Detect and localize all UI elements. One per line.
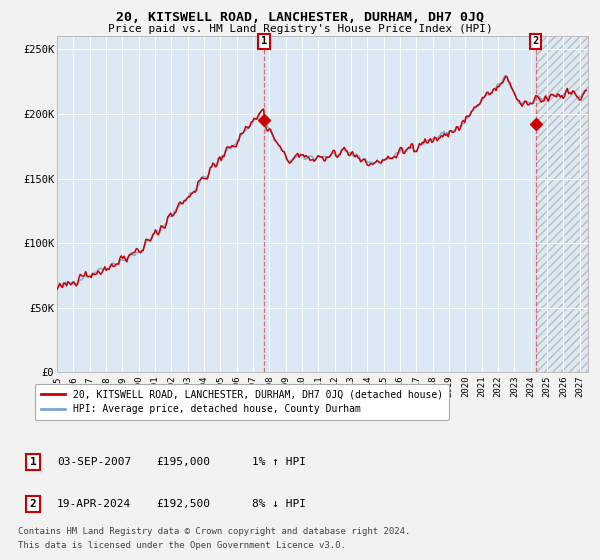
- Text: 03-SEP-2007: 03-SEP-2007: [57, 457, 131, 467]
- Bar: [536, 36, 588, 372]
- Text: 1: 1: [261, 36, 267, 46]
- Text: 1: 1: [29, 457, 37, 467]
- Text: Price paid vs. HM Land Registry's House Price Index (HPI): Price paid vs. HM Land Registry's House …: [107, 24, 493, 34]
- Text: £195,000: £195,000: [156, 457, 210, 467]
- Bar: [536, 36, 588, 372]
- Text: 2: 2: [533, 36, 539, 46]
- Text: 2: 2: [29, 499, 37, 509]
- Text: Contains HM Land Registry data © Crown copyright and database right 2024.: Contains HM Land Registry data © Crown c…: [18, 528, 410, 536]
- Text: £192,500: £192,500: [156, 499, 210, 509]
- Text: 1% ↑ HPI: 1% ↑ HPI: [252, 457, 306, 467]
- Text: 19-APR-2024: 19-APR-2024: [57, 499, 131, 509]
- Text: 8% ↓ HPI: 8% ↓ HPI: [252, 499, 306, 509]
- Legend: 20, KITSWELL ROAD, LANCHESTER, DURHAM, DH7 0JQ (detached house), HPI: Average pr: 20, KITSWELL ROAD, LANCHESTER, DURHAM, D…: [35, 384, 449, 420]
- Text: 20, KITSWELL ROAD, LANCHESTER, DURHAM, DH7 0JQ: 20, KITSWELL ROAD, LANCHESTER, DURHAM, D…: [116, 11, 484, 24]
- Text: This data is licensed under the Open Government Licence v3.0.: This data is licensed under the Open Gov…: [18, 541, 346, 550]
